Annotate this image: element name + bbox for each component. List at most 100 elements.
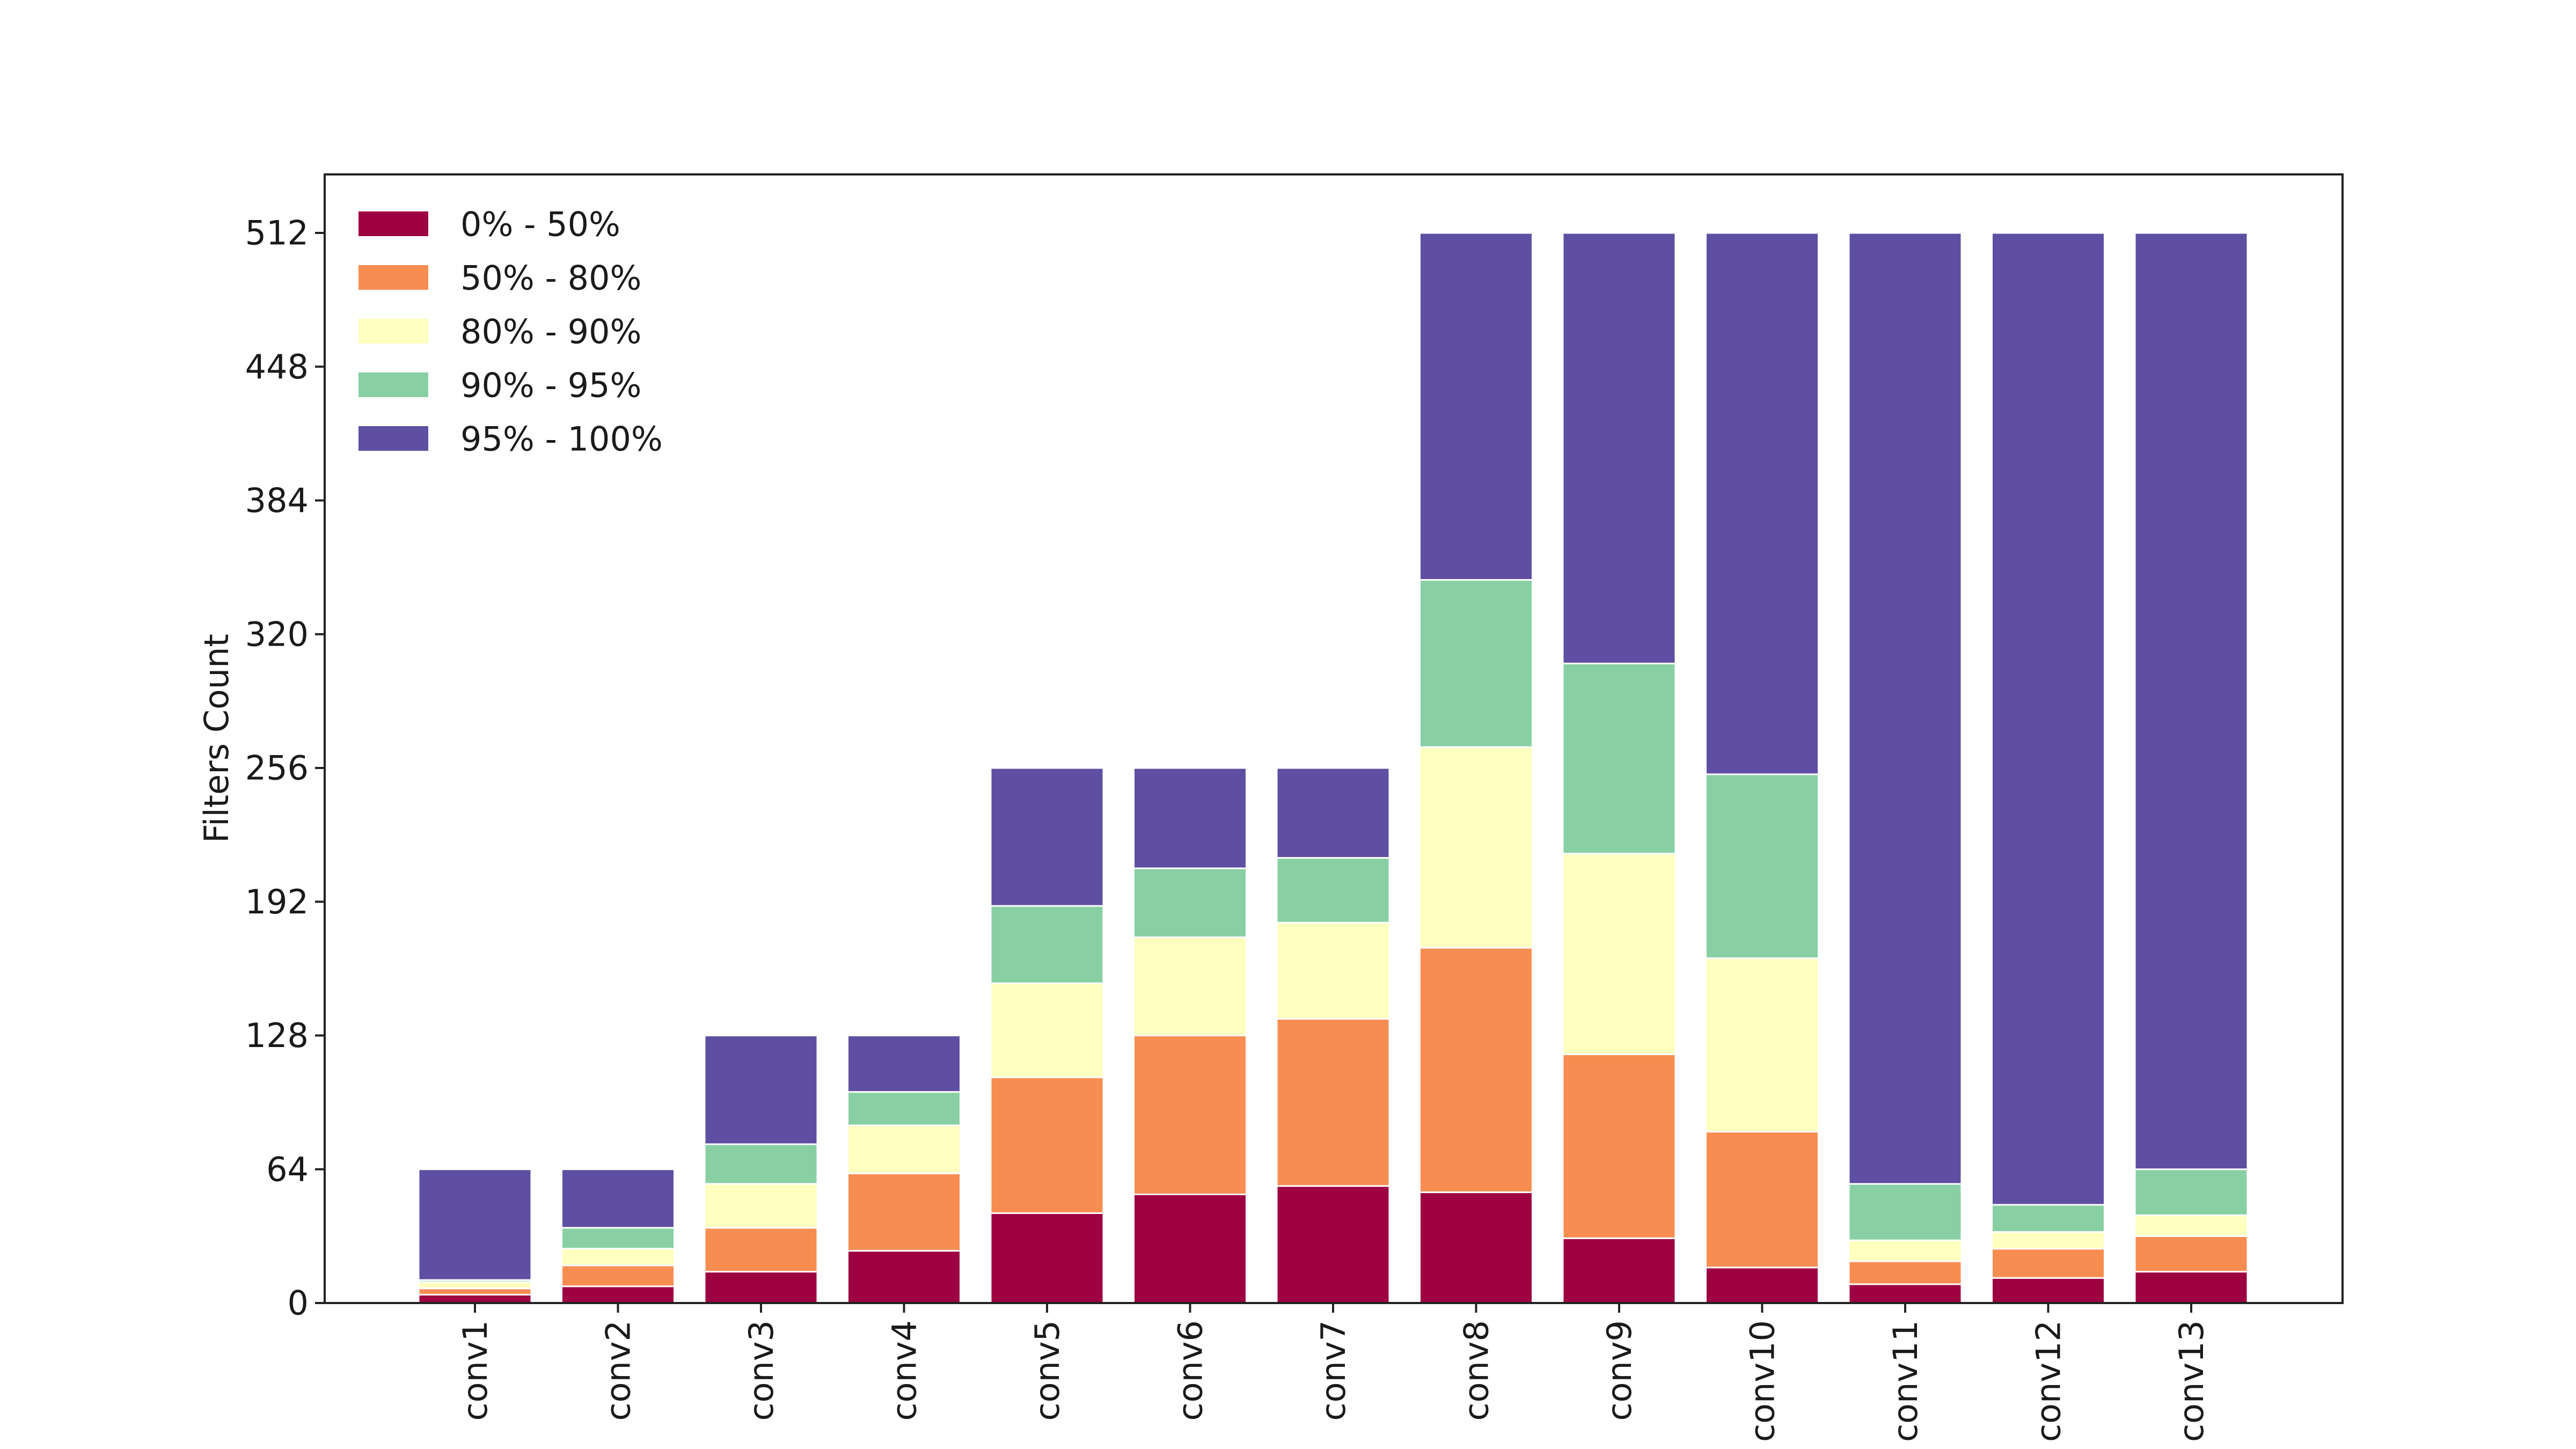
- bar-conv9-series-3: [1562, 853, 1677, 1056]
- bar-conv3-series-4: [704, 1143, 818, 1185]
- y-tick-label: 512: [245, 214, 309, 253]
- x-tick-label: conv4: [885, 1320, 924, 1421]
- bar-conv11-series-3: [1848, 1239, 1963, 1262]
- bar-conv10-series-5: [1705, 232, 1819, 775]
- bar-conv1-series-5: [418, 1168, 532, 1281]
- x-tick-label: conv8: [1457, 1320, 1496, 1421]
- y-tick-label: 64: [266, 1150, 309, 1189]
- bar-conv1-series-1: [418, 1293, 532, 1304]
- bar-conv6-series-1: [1133, 1193, 1247, 1304]
- bar-conv4-series-2: [847, 1173, 961, 1252]
- x-tick-label: conv3: [742, 1320, 781, 1421]
- legend-swatch-2: [358, 265, 428, 290]
- x-tick-label: conv6: [1171, 1320, 1210, 1421]
- y-tick-label: 192: [245, 882, 309, 921]
- legend: 0% - 50% 50% - 80% 80% - 90% 90% - 95% 95% -…: [358, 205, 663, 459]
- bar-conv3-series-1: [704, 1271, 818, 1304]
- legend-swatch-5: [358, 426, 428, 451]
- bar-conv6-series-4: [1133, 867, 1247, 938]
- bar-conv12-series-3: [1991, 1231, 2105, 1250]
- x-tick-label: conv10: [1743, 1320, 1782, 1442]
- y-axis-label: Filters Count: [197, 634, 236, 843]
- x-tick-label: conv12: [2029, 1320, 2068, 1442]
- bar-conv7-series-3: [1276, 921, 1391, 1020]
- legend-label-5: 95% - 100%: [460, 420, 663, 459]
- bar-conv2-series-3: [561, 1248, 675, 1267]
- bar-conv7-series-1: [1276, 1185, 1391, 1304]
- x-tick-label: conv1: [456, 1320, 495, 1421]
- bar-conv5-series-4: [990, 905, 1104, 984]
- bar-conv3-series-5: [704, 1035, 818, 1145]
- legend-label-4: 90% - 95%: [460, 366, 641, 405]
- x-tick-label: conv2: [599, 1320, 638, 1421]
- y-tick-label: 128: [245, 1016, 309, 1055]
- bar-conv4-series-3: [847, 1124, 961, 1175]
- bar-conv8-series-5: [1419, 232, 1533, 581]
- legend-label-2: 50% - 80%: [460, 259, 641, 298]
- legend-label-1: 0% - 50%: [460, 205, 620, 244]
- bar-conv13-series-5: [2134, 232, 2249, 1170]
- bar-conv11-series-4: [1848, 1183, 1963, 1241]
- x-tick-label: conv13: [2172, 1320, 2211, 1442]
- bar-conv10-series-3: [1705, 957, 1819, 1133]
- bar-conv12-series-1: [1991, 1277, 2105, 1304]
- legend-swatch-4: [358, 372, 428, 397]
- bar-conv7-series-4: [1276, 857, 1391, 924]
- bar-conv3-series-3: [704, 1183, 818, 1229]
- x-tick-label: conv7: [1314, 1320, 1353, 1421]
- bar-conv6-series-2: [1133, 1035, 1247, 1195]
- bar-conv6-series-3: [1133, 936, 1247, 1037]
- bar-conv7-series-5: [1276, 767, 1391, 859]
- bar-conv2-series-4: [561, 1227, 675, 1250]
- bar-conv2-series-1: [561, 1285, 675, 1304]
- x-tick-label: conv9: [1600, 1320, 1639, 1421]
- x-tick-label: conv11: [1886, 1320, 1925, 1442]
- legend-swatch-1: [358, 211, 428, 236]
- y-tick-label: 0: [288, 1284, 309, 1323]
- legend-swatch-3: [358, 319, 428, 343]
- bar-conv12-series-5: [1991, 232, 2105, 1206]
- bar-conv1-series-3: [418, 1281, 532, 1290]
- bar-conv5-series-2: [990, 1076, 1104, 1214]
- bar-conv12-series-4: [1991, 1204, 2105, 1233]
- bar-conv10-series-2: [1705, 1131, 1819, 1269]
- bar-conv2-series-5: [561, 1168, 675, 1229]
- bar-conv1-series-2: [418, 1287, 532, 1296]
- x-tick-label: conv5: [1028, 1320, 1067, 1421]
- bar-conv11-series-5: [1848, 232, 1963, 1185]
- bar-conv13-series-1: [2134, 1271, 2249, 1304]
- bar-conv8-series-4: [1419, 579, 1533, 748]
- bar-conv5-series-3: [990, 982, 1104, 1078]
- y-tick-label: 256: [245, 749, 309, 788]
- bar-conv7-series-2: [1276, 1018, 1391, 1187]
- bar-conv8-series-1: [1419, 1191, 1533, 1304]
- bar-conv13-series-3: [2134, 1214, 2249, 1237]
- x-axis: conv1 conv2 conv3 conv4 conv5 conv6 conv7 conv8…: [456, 1303, 2211, 1442]
- bar-conv11-series-1: [1848, 1283, 1963, 1304]
- bar-conv10-series-4: [1705, 773, 1819, 959]
- bar-conv10-series-1: [1705, 1267, 1819, 1304]
- bar-conv8-series-3: [1419, 746, 1533, 949]
- y-tick-label: 448: [245, 347, 309, 386]
- bars-layer: [418, 232, 2249, 1304]
- bar-conv9-series-2: [1562, 1053, 1677, 1239]
- y-axis: 0 64 128 192 256 320 384 448 512: [245, 214, 325, 1323]
- bar-conv11-series-2: [1848, 1260, 1963, 1285]
- y-tick-label: 384: [245, 481, 309, 520]
- legend-label-3: 80% - 90%: [460, 312, 641, 352]
- bar-conv4-series-1: [847, 1250, 961, 1304]
- bar-conv12-series-2: [1991, 1248, 2105, 1279]
- bar-conv9-series-1: [1562, 1237, 1677, 1304]
- bar-conv3-series-2: [704, 1227, 818, 1273]
- bar-conv2-series-2: [561, 1264, 675, 1287]
- bar-conv4-series-5: [847, 1035, 961, 1093]
- bar-conv6-series-5: [1133, 767, 1247, 869]
- bar-conv13-series-2: [2134, 1235, 2249, 1273]
- bar-conv8-series-2: [1419, 947, 1533, 1194]
- y-tick-label: 320: [245, 614, 309, 654]
- bar-conv5-series-1: [990, 1212, 1104, 1304]
- bar-conv9-series-5: [1562, 232, 1677, 664]
- bar-conv13-series-4: [2134, 1168, 2249, 1216]
- bar-conv4-series-4: [847, 1091, 961, 1126]
